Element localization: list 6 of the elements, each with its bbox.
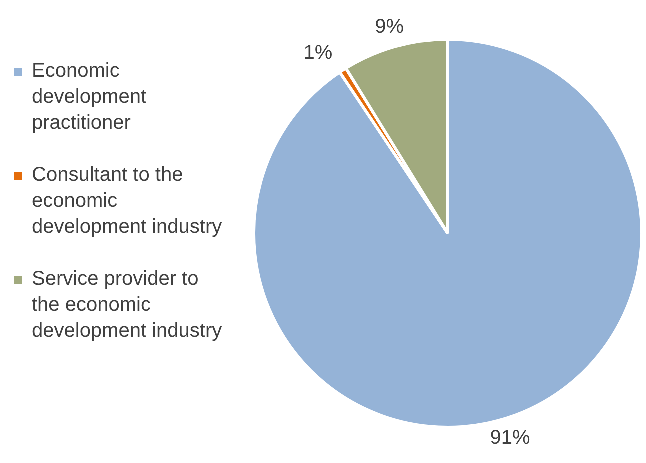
- legend-label: Service provider to the economic development industry: [32, 267, 224, 344]
- data-label: 9%: [375, 16, 404, 38]
- data-label: 91%: [490, 426, 531, 449]
- legend-label: Economic development practitioner: [32, 59, 148, 136]
- legend-label: Consultant to the economic development industry: [32, 163, 224, 240]
- data-label: 1%: [304, 42, 333, 64]
